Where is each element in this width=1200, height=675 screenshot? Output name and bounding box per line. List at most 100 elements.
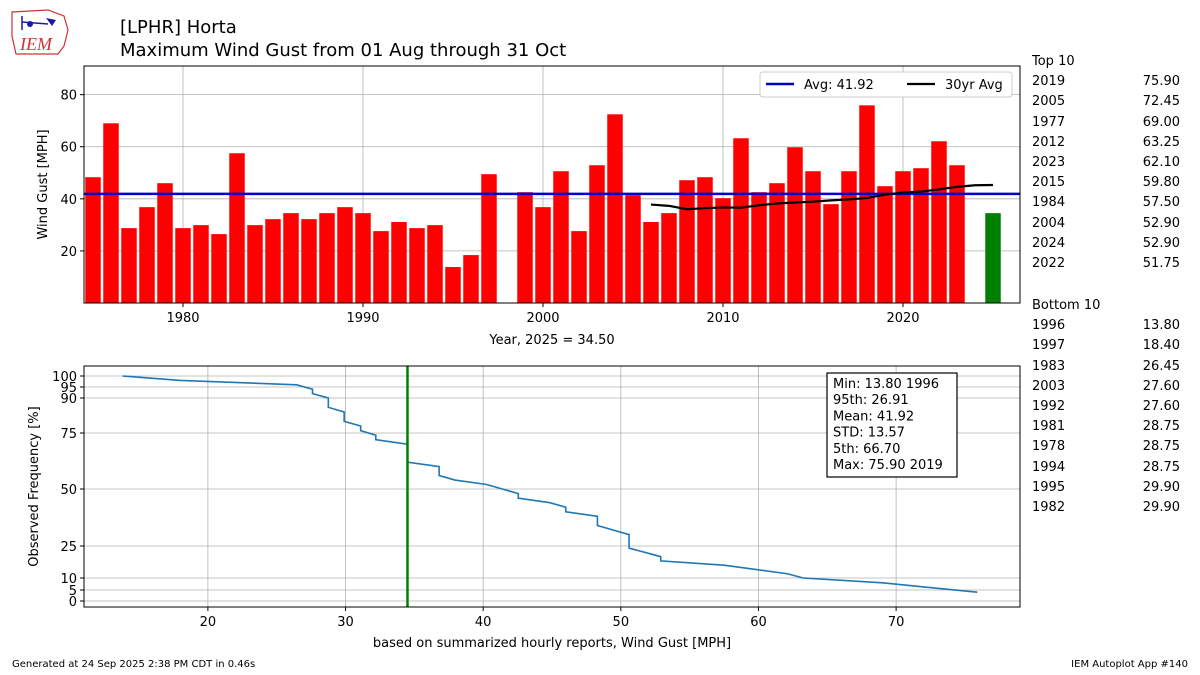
- legend: Avg: 41.92 30yr Avg: [759, 71, 1013, 98]
- bar-2016: [823, 204, 839, 303]
- bar-2005: [625, 195, 641, 303]
- bar-1977: [121, 228, 137, 303]
- chart-title-description: Maximum Wind Gust from 01 Aug through 31…: [120, 40, 567, 61]
- bar-2011: [733, 138, 749, 303]
- bar-2006: [643, 222, 659, 303]
- bar-2002: [571, 231, 587, 303]
- y-tick-label-100: 100: [52, 370, 77, 385]
- top10-year: 1977: [1032, 114, 1066, 130]
- y-tick-label-0: 0: [69, 595, 77, 610]
- stats-box-frame: [826, 372, 958, 478]
- bar-2017: [841, 171, 857, 303]
- x-tick-label-40: 40: [475, 615, 492, 630]
- bar-2019: [877, 186, 893, 303]
- bottom-plot-frame: [83, 365, 1021, 608]
- bar-1984: [247, 225, 263, 303]
- top-plot-frame: [83, 65, 1021, 304]
- bottom10-year: 1994: [1032, 459, 1066, 475]
- bar-2004: [607, 114, 623, 303]
- stats-line: 5th: 66.70: [833, 442, 900, 457]
- top10-year: 2019: [1032, 74, 1066, 90]
- top-x-axis-label: Year, 2025 = 34.50: [488, 333, 614, 348]
- bar-1999: [517, 192, 533, 303]
- stats-line: Min: 13.80 1996: [833, 377, 939, 392]
- top10-value: 72.45: [1142, 94, 1180, 110]
- top10-value: 52.90: [1142, 215, 1180, 231]
- bar-1983: [229, 153, 245, 303]
- x-tick-label-60: 60: [750, 615, 767, 630]
- x-tick-label-2010: 2010: [706, 311, 739, 326]
- bar-1982: [211, 234, 227, 303]
- bar-1992: [391, 222, 407, 303]
- bar-2014: [787, 147, 803, 303]
- y-tick-label-95: 95: [60, 381, 77, 396]
- x-tick-label-1990: 1990: [346, 311, 379, 326]
- top10-year: 2022: [1032, 256, 1066, 271]
- top10-year: 2024: [1032, 235, 1066, 251]
- bar-1980: [175, 228, 191, 303]
- bottom-x-axis-label: based on summarized hourly reports, Wind…: [373, 636, 731, 651]
- bottom10-value: 28.75: [1142, 459, 1180, 475]
- stats-line: STD: 13.57: [833, 426, 905, 441]
- top10-year: 2012: [1032, 134, 1066, 150]
- top10-year: 2004: [1032, 215, 1066, 231]
- bar-2007: [661, 213, 677, 303]
- stats-line: Max: 75.90 2019: [833, 458, 943, 473]
- x-tick-label-30: 30: [337, 615, 354, 630]
- trailing-30yr-line: [650, 183, 994, 211]
- bottom10-value: 18.40: [1142, 338, 1180, 354]
- footer-app-id: IEM Autoplot App #140: [1071, 659, 1188, 670]
- bar-1991: [373, 231, 389, 303]
- y-tick-label-5: 5: [69, 584, 77, 599]
- svg-text:IEM: IEM: [19, 34, 53, 54]
- bar-2020: [895, 171, 911, 303]
- top10-year: 2005: [1032, 94, 1066, 110]
- y-tick-label-25: 25: [60, 540, 77, 555]
- bottom10-year: 1982: [1032, 500, 1066, 515]
- bottom10-year: 1992: [1032, 399, 1066, 414]
- bar-1976: [103, 123, 119, 304]
- top10-year: 2015: [1032, 175, 1066, 191]
- top10-value: 59.80: [1142, 175, 1180, 191]
- bottom10-value: 28.75: [1142, 439, 1180, 455]
- top10-value: 75.90: [1142, 74, 1180, 90]
- top10-year: 1984: [1032, 195, 1066, 211]
- top-y-axis-label: Wind Gust [MPH]: [36, 129, 51, 239]
- bottom10-year: 1978: [1032, 439, 1066, 455]
- bar-1989: [337, 207, 353, 303]
- bar-2009: [697, 177, 713, 303]
- bar-1986: [283, 213, 299, 303]
- bar-1988: [319, 213, 335, 303]
- top10-value: 51.75: [1142, 256, 1180, 271]
- bottom10-value: 28.75: [1142, 419, 1180, 435]
- bottom10-year: 1995: [1032, 479, 1066, 495]
- top10-value: 63.25: [1142, 134, 1180, 150]
- bar-1990: [355, 213, 371, 303]
- stats-line: 95th: 26.91: [833, 393, 909, 408]
- footer-generated: Generated at 24 Sep 2025 2:38 PM CDT in …: [12, 659, 256, 670]
- bottom10-year: 1983: [1032, 358, 1066, 374]
- bottom10-title: Bottom 10: [1032, 298, 1101, 313]
- bar-1994: [427, 225, 443, 303]
- bar-2000: [535, 207, 551, 303]
- legend-label-30yr: 30yr Avg: [945, 78, 1003, 93]
- bar-2015: [805, 171, 821, 303]
- top10-value: 69.00: [1142, 114, 1180, 130]
- bar-1979: [157, 183, 173, 303]
- legend-box: [759, 71, 1013, 98]
- bar-2003: [589, 165, 605, 303]
- stats-line: Mean: 41.92: [833, 409, 914, 424]
- bar-2012: [751, 192, 767, 303]
- y-tick-label-20: 20: [60, 245, 77, 260]
- top10-year: 2023: [1032, 155, 1066, 170]
- x-tick-label-2000: 2000: [526, 311, 559, 326]
- x-tick-label-50: 50: [613, 615, 630, 630]
- chart-title-station: [LPHR] Horta: [120, 17, 237, 38]
- bar-current-2025: [985, 213, 1001, 303]
- bar-1978: [139, 207, 155, 303]
- bar-2013: [769, 183, 785, 303]
- bar-2010: [715, 198, 731, 303]
- bar-2023: [949, 165, 965, 303]
